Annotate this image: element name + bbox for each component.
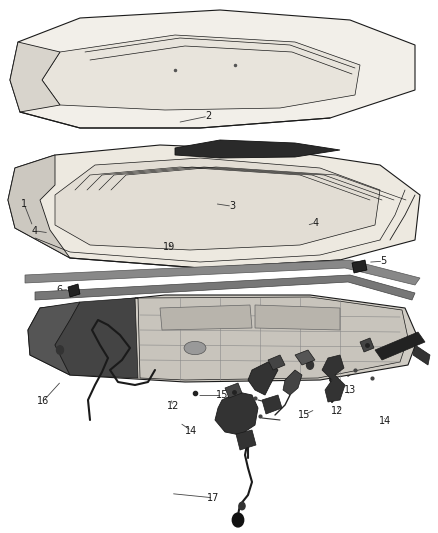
Polygon shape <box>10 10 415 128</box>
Polygon shape <box>255 305 340 330</box>
Polygon shape <box>175 140 340 158</box>
Text: 13: 13 <box>344 385 357 395</box>
Polygon shape <box>10 42 60 112</box>
Text: 6: 6 <box>266 295 272 305</box>
Text: 12: 12 <box>331 407 343 416</box>
Text: 6: 6 <box>56 286 62 295</box>
Ellipse shape <box>184 341 206 354</box>
Polygon shape <box>322 355 345 402</box>
Polygon shape <box>68 284 80 297</box>
Polygon shape <box>268 355 285 370</box>
Text: 15: 15 <box>216 391 229 400</box>
Text: 7: 7 <box>258 319 264 328</box>
Polygon shape <box>28 302 80 375</box>
Polygon shape <box>375 332 425 360</box>
Text: 4: 4 <box>32 226 38 236</box>
Polygon shape <box>135 297 408 380</box>
Circle shape <box>307 361 314 369</box>
Text: 13: 13 <box>165 369 177 379</box>
Polygon shape <box>8 155 70 258</box>
Polygon shape <box>28 295 418 382</box>
Text: 11: 11 <box>265 367 278 377</box>
Polygon shape <box>236 430 256 450</box>
Text: 14: 14 <box>185 426 198 435</box>
Circle shape <box>57 346 64 354</box>
Text: 5: 5 <box>380 256 386 266</box>
Text: 19: 19 <box>163 242 176 252</box>
Polygon shape <box>248 362 278 395</box>
Text: 1: 1 <box>21 199 27 209</box>
Text: 9: 9 <box>207 347 213 357</box>
Circle shape <box>232 513 244 527</box>
Polygon shape <box>215 392 258 435</box>
Polygon shape <box>295 350 315 365</box>
Polygon shape <box>413 345 430 365</box>
Text: 10: 10 <box>176 319 188 328</box>
Text: 15: 15 <box>298 410 311 419</box>
Text: 12: 12 <box>167 401 179 411</box>
Text: 2: 2 <box>205 111 211 121</box>
Polygon shape <box>42 35 360 110</box>
Text: 8: 8 <box>233 332 240 342</box>
Polygon shape <box>55 158 380 250</box>
Text: 18: 18 <box>124 357 137 366</box>
Polygon shape <box>25 260 420 285</box>
Polygon shape <box>8 145 420 268</box>
Polygon shape <box>160 305 252 330</box>
Text: 16: 16 <box>37 397 49 406</box>
Circle shape <box>239 502 245 510</box>
Polygon shape <box>360 338 374 352</box>
Text: 3: 3 <box>229 201 235 211</box>
Text: 17: 17 <box>207 493 219 503</box>
Polygon shape <box>225 383 242 398</box>
Polygon shape <box>352 260 367 273</box>
Polygon shape <box>35 275 415 300</box>
Text: 4: 4 <box>312 218 318 228</box>
Polygon shape <box>55 298 138 378</box>
Polygon shape <box>262 395 282 414</box>
Polygon shape <box>283 370 302 395</box>
Text: 14: 14 <box>379 416 392 426</box>
